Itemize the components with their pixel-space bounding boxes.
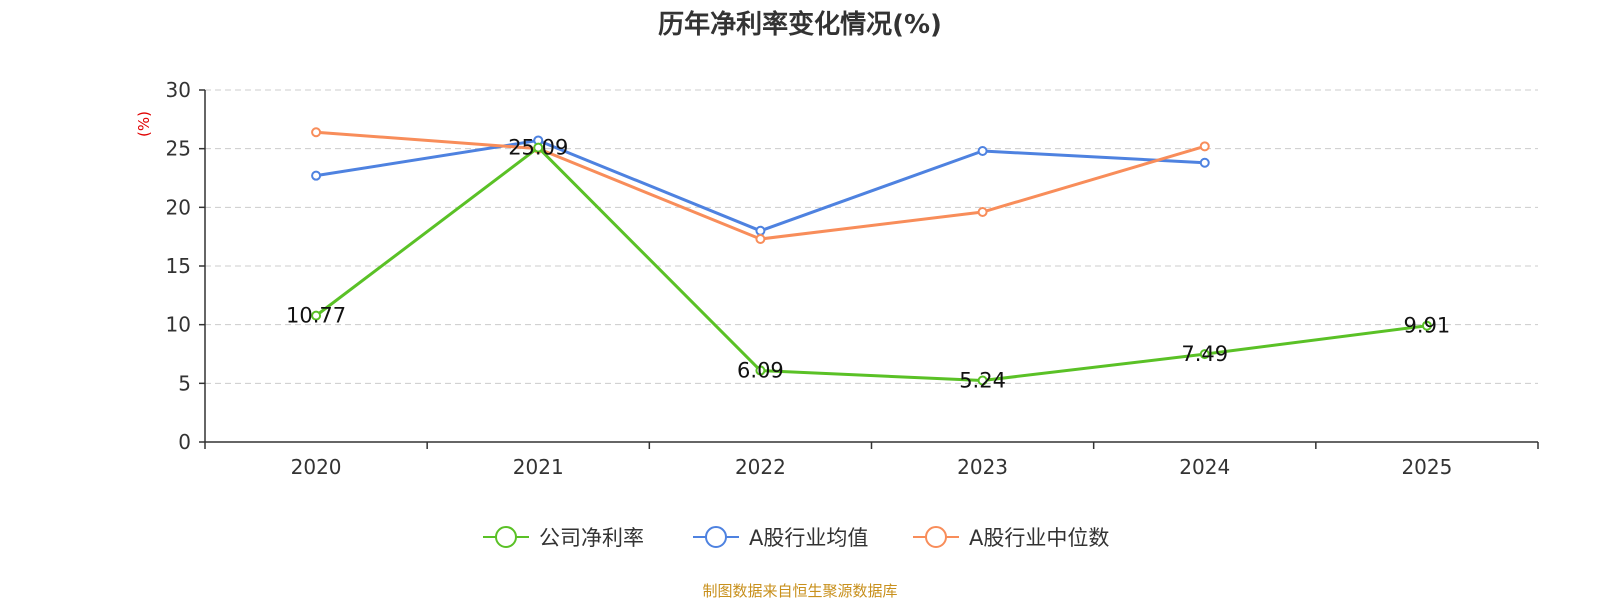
point-s0-2022 — [755, 365, 766, 376]
legend: 公司净利率 A股行业均值 A股行业中位数 — [483, 526, 1109, 550]
point-s1-2022 — [755, 225, 766, 236]
point-s2-2020 — [311, 127, 322, 138]
data-label-2025: 9.91 — [1404, 314, 1451, 338]
point-s0-2020 — [311, 310, 322, 321]
legend-marker-2 — [925, 526, 947, 548]
point-s0-2023 — [977, 375, 988, 386]
gridlines — [205, 89, 1538, 384]
y-tick-label-15: 15 — [166, 254, 191, 278]
legend-item-1: A股行业均值 — [693, 526, 868, 550]
point-s2-2024 — [1199, 141, 1210, 152]
y-axis-label: (%) — [135, 111, 153, 137]
data-label-2021: 25.09 — [508, 136, 568, 160]
x-tick-label-2025: 2025 — [1401, 455, 1452, 479]
data-label-2023: 5.24 — [959, 369, 1006, 393]
legend-label-2: A股行业中位数 — [969, 526, 1109, 550]
point-s0-2025 — [1421, 320, 1432, 331]
data-label-2024: 7.49 — [1181, 342, 1228, 366]
legend-label-0: 公司净利率 — [539, 526, 644, 550]
legend-marker-1 — [705, 526, 727, 548]
point-s1-2024 — [1199, 157, 1210, 168]
y-tick-label-0: 0 — [178, 430, 191, 454]
point-s2-2022 — [755, 234, 766, 245]
legend-item-0: 公司净利率 — [483, 526, 644, 550]
series-line-0 — [315, 146, 1428, 383]
legend-marker-0 — [495, 526, 517, 548]
chart-title: 历年净利率变化情况(%) — [658, 9, 942, 40]
data-label-2020: 10.77 — [286, 304, 346, 328]
point-s1-2020 — [311, 170, 322, 181]
x-tick-label-2024: 2024 — [1179, 455, 1230, 479]
x-tick-label-2020: 2020 — [291, 455, 342, 479]
point-s0-2024 — [1199, 349, 1210, 360]
data-labels: 10.77 25.09 6.09 5.24 7.49 9.91 — [286, 136, 1450, 393]
source-note: 制图数据来自恒生聚源数据库 — [702, 582, 897, 600]
series-layer — [311, 127, 1432, 386]
y-tick-label-20: 20 — [166, 195, 191, 219]
point-s0-2021 — [533, 142, 544, 153]
series-0 — [311, 142, 1432, 386]
point-s2-2023 — [977, 207, 988, 218]
y-tick-label-25: 25 — [166, 137, 191, 161]
y-tick-label-30: 30 — [166, 78, 191, 102]
legend-label-1: A股行业均值 — [749, 526, 868, 550]
x-tick-label-2023: 2023 — [957, 455, 1008, 479]
x-tick-label-2021: 2021 — [513, 455, 564, 479]
legend-item-2: A股行业中位数 — [913, 526, 1109, 550]
series-2 — [311, 127, 1210, 245]
point-s1-2023 — [977, 146, 988, 157]
y-tick-label-5: 5 — [178, 371, 191, 395]
data-label-2022: 6.09 — [737, 359, 784, 383]
x-tick-label-2022: 2022 — [735, 455, 786, 479]
y-tick-label-10: 10 — [166, 313, 191, 337]
series-1 — [311, 135, 1210, 236]
